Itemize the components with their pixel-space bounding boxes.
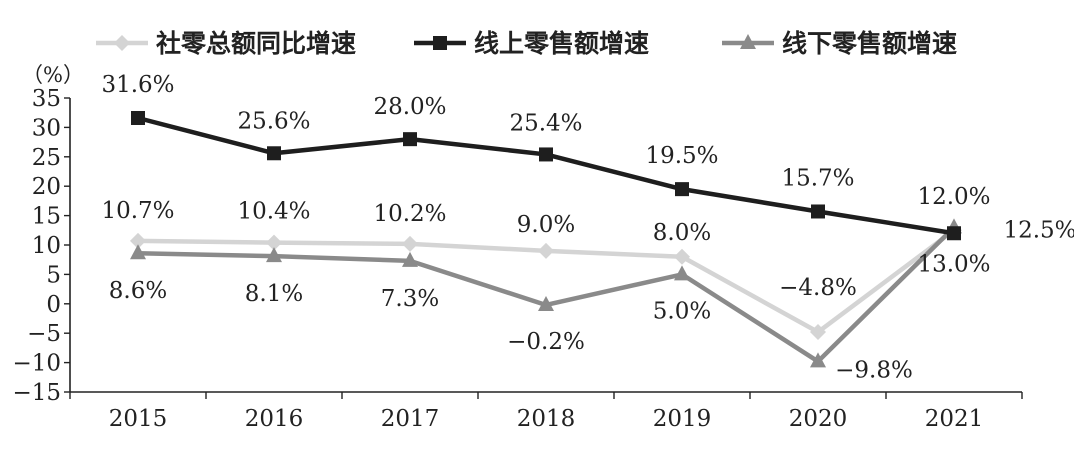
- data-point: [267, 146, 281, 161]
- legend-item: 线下零售额增速: [722, 29, 957, 58]
- data-point: [130, 232, 146, 249]
- data-point: [811, 204, 825, 219]
- data-point: [947, 226, 961, 241]
- data-point: [538, 295, 554, 311]
- y-tick-label: 0: [46, 292, 61, 318]
- data-label: 25.6%: [237, 108, 310, 134]
- y-tick-label: 25: [32, 145, 61, 171]
- data-label: 10.4%: [237, 199, 310, 225]
- legend-label: 社零总额同比增速: [156, 29, 356, 58]
- data-label: 15.7%: [781, 165, 854, 191]
- x-tick-label: 2021: [925, 406, 984, 432]
- legend-marker: [114, 35, 130, 51]
- data-label: 9.0%: [517, 212, 575, 238]
- data-point: [810, 324, 826, 341]
- data-label: 8.1%: [245, 281, 303, 307]
- series-layer: [130, 110, 962, 368]
- x-tick-label: 2017: [381, 406, 440, 432]
- data-label: 7.3%: [381, 286, 439, 312]
- x-tick-label: 2016: [245, 406, 304, 432]
- y-tick-label: 35: [32, 86, 61, 112]
- y-tick-label: −15: [12, 380, 61, 406]
- data-label: 12.0%: [917, 184, 990, 210]
- y-axis-unit-label: （%）: [22, 63, 84, 87]
- data-point: [130, 244, 146, 260]
- data-label: 8.6%: [109, 278, 167, 304]
- data-label: 28.0%: [373, 94, 446, 120]
- y-tick-label: 15: [32, 204, 61, 230]
- x-tick-label: 2018: [517, 406, 576, 432]
- data-point: [131, 110, 145, 125]
- x-tick-label: 2015: [109, 406, 168, 432]
- data-point: [810, 352, 826, 368]
- legend-marker: [433, 36, 447, 50]
- data-point: [539, 147, 553, 162]
- data-label: 19.5%: [645, 143, 718, 169]
- data-label: −0.2%: [507, 329, 585, 355]
- y-tick-label: 30: [32, 115, 61, 141]
- data-label: 31.6%: [101, 72, 174, 98]
- data-point: [266, 247, 282, 263]
- y-tick-label: 5: [46, 262, 61, 288]
- x-tick-label: 2019: [653, 406, 712, 432]
- data-label: 10.7%: [101, 198, 174, 224]
- y-tick-label: 10: [32, 233, 61, 259]
- series-square: [131, 110, 961, 241]
- y-tick-label: 20: [32, 174, 61, 200]
- y-tick-label: −5: [27, 321, 61, 347]
- data-label: −9.8%: [835, 357, 913, 383]
- data-point: [402, 235, 418, 252]
- y-tick-label: −10: [12, 351, 61, 377]
- data-label: 25.4%: [509, 110, 582, 136]
- legend: 社零总额同比增速 线上零售额增速 线下零售额增速: [96, 29, 957, 58]
- legend-item: 社零总额同比增速: [96, 29, 356, 58]
- data-point: [266, 234, 282, 251]
- data-point: [402, 251, 418, 267]
- legend-label: 线下零售额增速: [782, 29, 957, 58]
- legend-marker: [740, 34, 756, 49]
- data-point: [538, 242, 554, 259]
- x-tick-label: 2020: [789, 406, 848, 432]
- data-point: [674, 265, 690, 281]
- data-label: −4.8%: [779, 275, 857, 301]
- data-label: 13.0%: [917, 251, 990, 277]
- data-point: [674, 248, 690, 265]
- data-label: 12.5%: [1003, 217, 1074, 243]
- data-point: [675, 182, 689, 197]
- data-label: 5.0%: [653, 298, 711, 324]
- legend-item: 线上零售额增速: [414, 29, 649, 58]
- data-label: 10.2%: [373, 201, 446, 227]
- data-label: 8.0%: [653, 220, 711, 246]
- data-labels: 10.7% 10.4% 10.2% 9.0% 8.0% −4.8% 12.5% 31.6% 25…: [101, 72, 1074, 383]
- data-point: [403, 132, 417, 147]
- legend-label: 线上零售额增速: [474, 29, 649, 58]
